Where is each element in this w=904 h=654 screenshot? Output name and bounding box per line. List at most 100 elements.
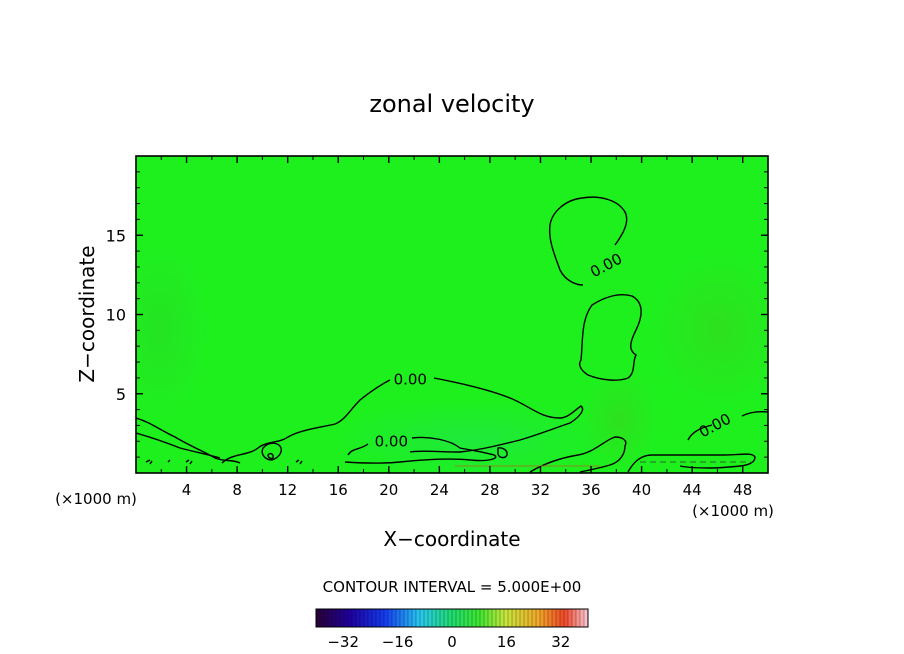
colorbar-tick-label: −32 [327, 633, 359, 651]
colorbar-segment [500, 609, 505, 627]
colorbar-segment [528, 609, 533, 627]
colorbar-segment [316, 609, 321, 627]
contour-line [221, 377, 584, 464]
colorbar-segment [440, 609, 445, 627]
colorbar-segment [336, 609, 341, 627]
contour-line [136, 417, 241, 464]
colorbar-segment [464, 609, 469, 627]
colorbar-segment [368, 609, 373, 627]
colorbar-segment [456, 609, 461, 627]
colorbar-segment [556, 609, 561, 627]
colorbar-segment [388, 609, 393, 627]
colorbar-segment [560, 609, 565, 627]
colorbar-segment [448, 609, 453, 627]
colorbar-segment [352, 609, 357, 627]
colorbar-segment [424, 609, 429, 627]
colorbar-ticks: −32 −16 0 16 32 [327, 633, 570, 651]
x-tick-label: 44 [683, 481, 702, 499]
x-tick-label: 24 [430, 481, 449, 499]
contour-line [145, 459, 303, 465]
colorbar-segment [492, 609, 497, 627]
contour-line [529, 436, 627, 473]
x-tick-label: 40 [632, 481, 651, 499]
contour-line [548, 196, 628, 286]
colorbar-segment [340, 609, 345, 627]
colorbar-segment [400, 609, 405, 627]
x-tick-label: 32 [531, 481, 550, 499]
contour-line [687, 410, 768, 441]
colorbar-segment [496, 609, 501, 627]
y-axis: 5 10 15 [106, 171, 768, 458]
colorbar-segment [396, 609, 401, 627]
colorbar-segment [532, 609, 537, 627]
colorbar-frame [315, 608, 589, 628]
zero-contours [136, 196, 768, 473]
y-axis-label: Z−coordinate [75, 245, 99, 382]
x-tick-label: 8 [232, 481, 242, 499]
colorbar-segment [512, 609, 517, 627]
x-axis-label: X−coordinate [383, 527, 520, 551]
colorbar-segment [412, 609, 417, 627]
colorbar-segment [380, 609, 385, 627]
colorbar-segment [460, 609, 465, 627]
colorbar-segment [436, 609, 441, 627]
y-tick-label: 5 [116, 385, 126, 404]
colorbar-segment [408, 609, 413, 627]
colorbar-segment [480, 609, 485, 627]
colorbar-tick-label: 16 [497, 633, 516, 651]
colorbar-segment [580, 609, 585, 627]
colorbar-segment [376, 609, 381, 627]
colorbar-segment [468, 609, 473, 627]
colorbar-segment [488, 609, 493, 627]
colorbar-segment [404, 609, 409, 627]
colorbar-segment [392, 609, 397, 627]
contour-interval-text: CONTOUR INTERVAL = 5.000E+00 [323, 578, 582, 596]
colorbar-segment [348, 609, 353, 627]
contour-line [267, 452, 274, 460]
colorbar-segment [384, 609, 389, 627]
x-tick-label: 16 [329, 481, 348, 499]
x-unit-label-right: (×1000 m) [692, 502, 774, 520]
colorbar-tick-label: 0 [447, 633, 457, 651]
colorbar-segment [584, 609, 589, 627]
colorbar-segment [320, 609, 325, 627]
colorbar-segment [504, 609, 509, 627]
colorbar-segment [428, 609, 433, 627]
colorbar-segment [432, 609, 437, 627]
x-tick-label: 20 [379, 481, 398, 499]
contour-label: 0.00 [394, 370, 427, 388]
chart-title: zonal velocity [369, 90, 534, 118]
colorbar-segment [564, 609, 569, 627]
colorbar-segment [416, 609, 421, 627]
colorbar-tick-label: −16 [382, 633, 414, 651]
colorbar-segment [516, 609, 521, 627]
colorbar-segment [524, 609, 529, 627]
x-tick-label: 28 [480, 481, 499, 499]
contour-line [261, 442, 282, 461]
x-tick-label: 48 [733, 481, 752, 499]
x-unit-label-left: (×1000 m) [55, 490, 137, 508]
colorbar-segment [356, 609, 361, 627]
contour-label: 0.00 [375, 432, 408, 450]
colorbar-segment [508, 609, 513, 627]
colorbar-segment [476, 609, 481, 627]
colorbar-segment [420, 609, 425, 627]
contour-line [579, 294, 642, 381]
colorbar-segment [328, 609, 333, 627]
colorbar-segment [484, 609, 489, 627]
contour-line [136, 432, 221, 459]
y-tick-label: 15 [106, 226, 126, 245]
colorbar-segment [364, 609, 369, 627]
colorbar-segment [536, 609, 541, 627]
colorbar [315, 608, 589, 628]
colorbar-segment [544, 609, 549, 627]
y-tick-label: 10 [106, 306, 126, 325]
colorbar-segment [548, 609, 553, 627]
colorbar-segment [520, 609, 525, 627]
colorbar-segment [444, 609, 449, 627]
x-tick-label: 36 [581, 481, 600, 499]
x-tick-label: 4 [182, 481, 192, 499]
colorbar-segment [452, 609, 457, 627]
colorbar-segment [540, 609, 545, 627]
